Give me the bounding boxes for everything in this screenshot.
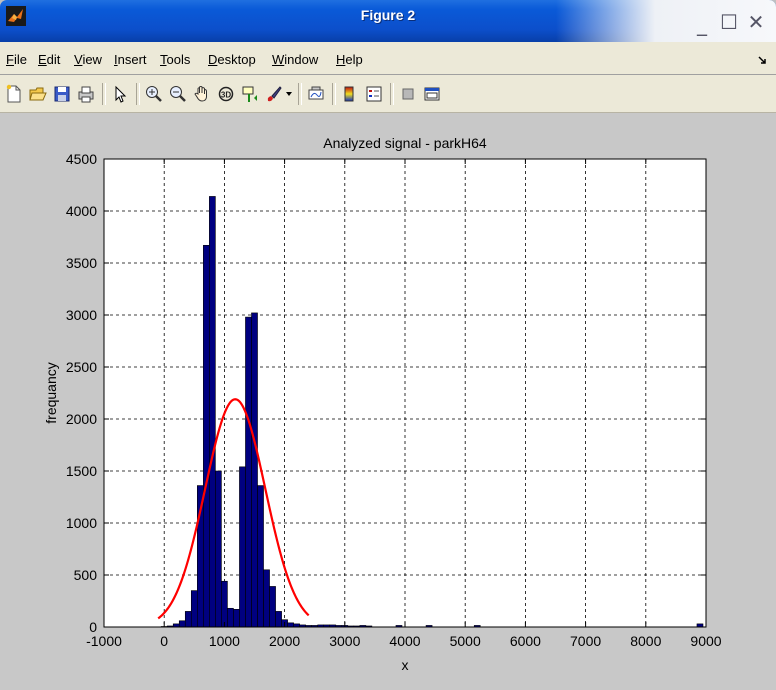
arrow-icon[interactable] <box>758 56 768 64</box>
menu-view[interactable]: View <box>74 52 102 67</box>
menu-bar: File Edit View Insert Tools Desktop Wind… <box>0 42 776 75</box>
figure-canvas[interactable]: -1000 0 1000 2000 3000 4000 5000 6000 7000 8000 90… <box>0 113 776 690</box>
histogram-bar <box>287 622 294 628</box>
title-bar[interactable]: Figure 2 _ ☐ ✕ <box>0 0 776 42</box>
zoom-in-icon[interactable] <box>144 84 164 104</box>
legend-icon[interactable] <box>364 84 384 104</box>
x-tick-label: 8000 <box>630 633 661 649</box>
printer-icon[interactable] <box>76 84 96 104</box>
show-tools-icon[interactable] <box>422 84 442 104</box>
histogram-bar <box>251 312 258 628</box>
histogram-bar <box>190 590 198 628</box>
menu-window[interactable]: Window <box>272 52 318 67</box>
menu-file[interactable]: File <box>6 52 27 67</box>
tick-marks: -1000 0 1000 2000 3000 4000 5000 6000 7000 8000 90… <box>66 151 722 649</box>
y-axis-label: frequancy <box>43 362 59 423</box>
histogram-bar <box>263 569 270 628</box>
menu-tools-label: Tools <box>160 52 191 67</box>
histogram-bar <box>203 245 210 628</box>
menu-desktop[interactable]: Desktop <box>208 52 256 67</box>
x-tick-label: 6000 <box>510 633 541 649</box>
x-tick-label: 5000 <box>450 633 481 649</box>
pointer-arrow-icon[interactable] <box>110 84 130 104</box>
menu-insert[interactable]: Insert <box>114 52 147 67</box>
histogram-bar <box>257 485 264 628</box>
toolbar-separator <box>136 83 140 105</box>
y-tick-label: 1500 <box>66 463 97 479</box>
rotate-3d-icon[interactable]: 3D <box>216 84 236 104</box>
hand-icon[interactable] <box>192 84 212 104</box>
svg-text:3D: 3D <box>221 91 231 100</box>
chart-title: Analyzed signal - parkH64 <box>323 135 487 151</box>
close-icon[interactable]: ✕ <box>747 10 765 34</box>
toolbar-separator <box>332 83 336 105</box>
toolbar-separator <box>390 83 394 105</box>
y-tick-label: 500 <box>74 567 98 583</box>
y-tick-label: 0 <box>89 619 97 635</box>
histogram-bar <box>233 609 240 628</box>
histogram-bar <box>245 316 252 628</box>
histogram-plot[interactable]: -1000 0 1000 2000 3000 4000 5000 6000 7000 8000 90… <box>0 113 776 690</box>
window-title: Figure 2 <box>360 7 416 23</box>
new-file-icon[interactable] <box>4 84 24 104</box>
menu-window-label: Window <box>272 52 319 67</box>
y-tick-label: 2500 <box>66 359 97 375</box>
y-tick-label: 4000 <box>66 203 97 219</box>
toolbar-separator <box>102 83 106 105</box>
histogram-bar <box>215 470 222 628</box>
folder-icon[interactable] <box>28 84 48 104</box>
histogram-bar <box>184 611 192 628</box>
x-tick-label: 4000 <box>389 633 420 649</box>
menu-insert-label: Insert <box>114 52 147 67</box>
x-tick-label: 7000 <box>570 633 601 649</box>
menu-help-label: Help <box>336 52 363 67</box>
menu-view-label: View <box>74 52 102 67</box>
minimize-icon[interactable]: _ <box>697 12 707 36</box>
menu-edit-label: Edit <box>38 52 61 67</box>
y-tick-label: 4500 <box>66 151 97 167</box>
x-tick-label: 9000 <box>690 633 721 649</box>
histogram-bar <box>269 586 276 628</box>
y-tick-label: 1000 <box>66 515 97 531</box>
y-tick-label: 2000 <box>66 411 97 427</box>
histogram-bar <box>178 620 186 628</box>
fitted-normal-curve <box>157 398 310 620</box>
histogram-bars <box>160 196 704 628</box>
menu-file-label: File <box>6 52 27 67</box>
save-icon[interactable] <box>52 84 72 104</box>
x-tick-label: 3000 <box>329 633 360 649</box>
grid-lines <box>104 159 706 627</box>
brush-icon[interactable] <box>264 84 284 104</box>
histogram-bar <box>275 611 282 628</box>
toolbar-separator <box>298 83 302 105</box>
hide-tools-icon[interactable] <box>398 84 418 104</box>
menu-edit[interactable]: Edit <box>38 52 60 67</box>
y-tick-label: 3000 <box>66 307 97 323</box>
chevron-down-icon[interactable] <box>286 92 292 97</box>
x-tick-label: 2000 <box>269 633 300 649</box>
data-cursor-icon[interactable] <box>240 84 260 104</box>
y-tick-label: 3500 <box>66 255 97 271</box>
menu-help[interactable]: Help <box>336 52 363 67</box>
x-axis-label: x <box>402 657 409 673</box>
maximize-icon[interactable]: ☐ <box>720 10 738 34</box>
histogram-bar <box>227 607 234 628</box>
zoom-out-icon[interactable] <box>168 84 188 104</box>
histogram-bar <box>221 580 228 628</box>
link-plot-icon[interactable] <box>306 84 326 104</box>
matlab-logo-icon <box>6 6 26 26</box>
x-tick-label: 1000 <box>209 633 240 649</box>
menu-desktop-label: Desktop <box>208 52 256 67</box>
figure-toolbar: 3D <box>0 75 776 113</box>
colorbar-icon[interactable] <box>340 84 360 104</box>
x-tick-label: 0 <box>160 633 168 649</box>
menu-tools[interactable]: Tools <box>160 52 190 67</box>
histogram-bar <box>239 466 246 628</box>
x-tick-label: -1000 <box>86 633 122 649</box>
histogram-bar <box>209 196 216 628</box>
